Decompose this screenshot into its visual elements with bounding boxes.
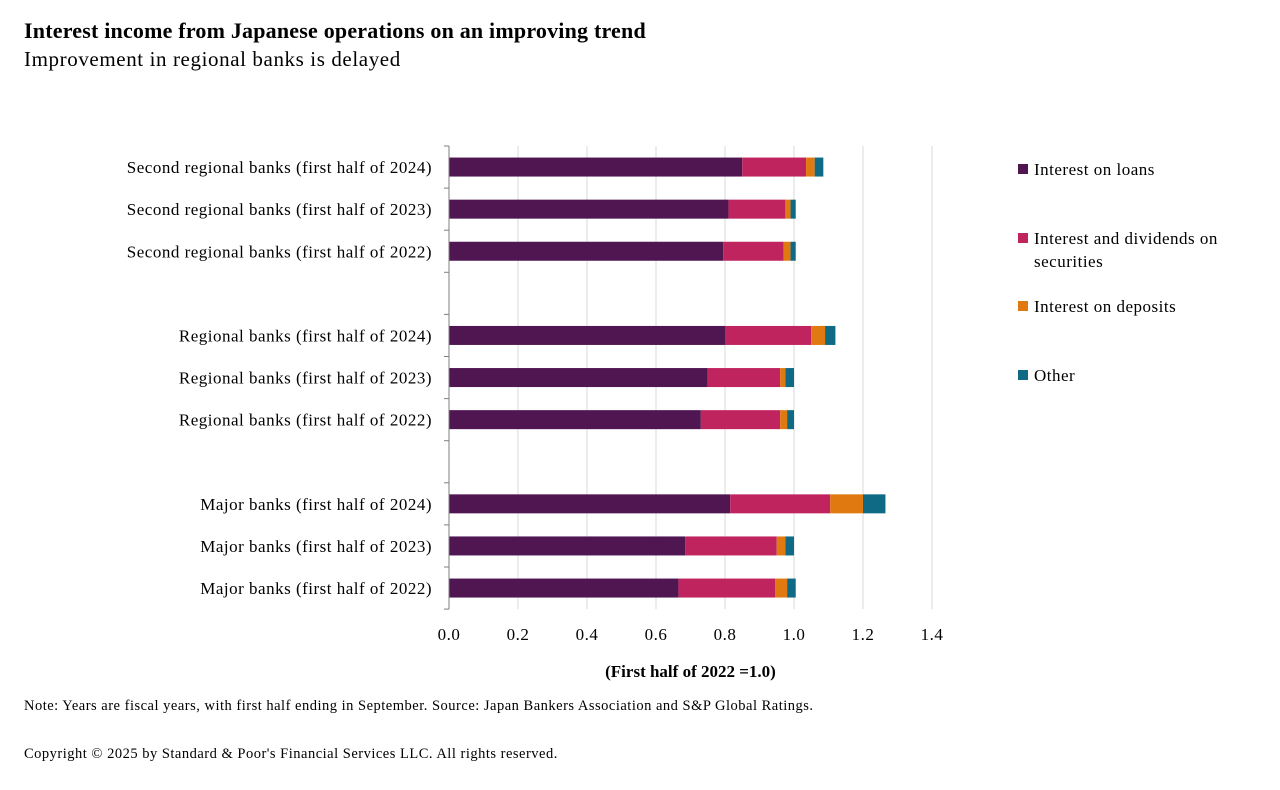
x-tick-label-0.4: 0.4 [576,625,599,644]
bar-segment-2-1 [723,241,784,261]
bar-segment-6-1 [700,410,781,430]
bar-segment-6-0 [449,410,701,430]
bar-segment-0-2 [806,157,815,177]
bar-segment-8-1 [730,494,831,514]
bar-segment-5-3 [785,368,794,388]
bar-segment-8-0 [449,494,731,514]
bar-segment-8-3 [863,494,886,514]
bar-segment-1-1 [728,199,786,219]
bar-segment-4-1 [725,325,812,345]
bar-segment-9-0 [449,536,686,556]
category-label-4: Regional banks (first half of 2024) [179,326,432,345]
bar-segment-5-0 [449,368,708,388]
x-tick-label-0.8: 0.8 [714,625,737,644]
bar-segment-1-0 [449,199,729,219]
category-label-8: Major banks (first half of 2024) [200,495,432,514]
bar-segment-2-2 [783,241,791,261]
x-tick-label-0.0: 0.0 [438,625,461,644]
category-label-9: Major banks (first half of 2023) [200,537,432,556]
legend-label-other: Other [1034,366,1076,385]
legend-item-deposits: Interest on deposits [1018,295,1176,318]
bar-segment-4-3 [825,325,836,345]
bar-segment-9-3 [785,536,794,556]
bar-segment-0-3 [814,157,824,177]
bar-segment-4-2 [811,325,826,345]
copyright: Copyright © 2025 by Standard & Poor's Fi… [24,746,558,762]
bar-segment-0-1 [742,157,807,177]
legend-swatch-other [1018,370,1028,380]
legend-swatch-securities [1018,233,1028,243]
chart-title: Interest income from Japanese operations… [24,18,646,43]
category-label-2: Second regional banks (first half of 202… [127,242,432,261]
bar-segment-6-3 [787,410,794,430]
category-label-0: Second regional banks (first half of 202… [127,158,432,177]
bar-segment-6-2 [780,410,788,430]
bar-segment-0-0 [449,157,743,177]
bar-segment-4-0 [449,325,725,345]
legend-label-securities: Interest and dividends on securities [1034,229,1218,271]
bar-chart: Second regional banks (first half of 202… [127,145,944,681]
bar-segment-5-2 [780,368,786,388]
bar-segment-5-1 [707,368,781,388]
legend-item-loans: Interest on loans [1018,158,1155,181]
x-tick-label-0.6: 0.6 [645,625,668,644]
x-tick-label-1.4: 1.4 [921,625,944,644]
bar-segment-10-0 [449,578,679,598]
legend-item-other: Other [1018,364,1075,387]
bar-segment-1-3 [790,199,796,219]
bar-segment-10-1 [678,578,776,598]
source-note: Note: Years are fiscal years, with first… [24,698,814,714]
legend-swatch-loans [1018,164,1028,174]
bar-segment-10-3 [787,578,796,598]
bar-segment-2-3 [790,241,796,261]
bar-segment-1-2 [785,199,791,219]
category-label-1: Second regional banks (first half of 202… [127,200,432,219]
bar-segment-10-2 [775,578,788,598]
x-tick-label-1.2: 1.2 [852,625,875,644]
bar-segment-2-0 [449,241,724,261]
x-tick-label-1.0: 1.0 [783,625,806,644]
category-label-10: Major banks (first half of 2022) [200,579,432,598]
bar-segment-8-2 [830,494,863,514]
legend-label-deposits: Interest on deposits [1034,297,1177,316]
x-axis-title: (First half of 2022 =1.0) [605,662,776,681]
x-tick-label-0.2: 0.2 [507,625,530,644]
legend-swatch-deposits [1018,301,1028,311]
bar-segment-9-2 [776,536,786,556]
legend-label-loans: Interest on loans [1034,160,1155,179]
category-label-5: Regional banks (first half of 2023) [179,369,432,388]
legend-item-securities: Interest and dividends on securities [1018,227,1268,273]
chart-subtitle: Improvement in regional banks is delayed [24,47,401,71]
category-label-6: Regional banks (first half of 2022) [179,411,432,430]
bar-segment-9-1 [685,536,777,556]
